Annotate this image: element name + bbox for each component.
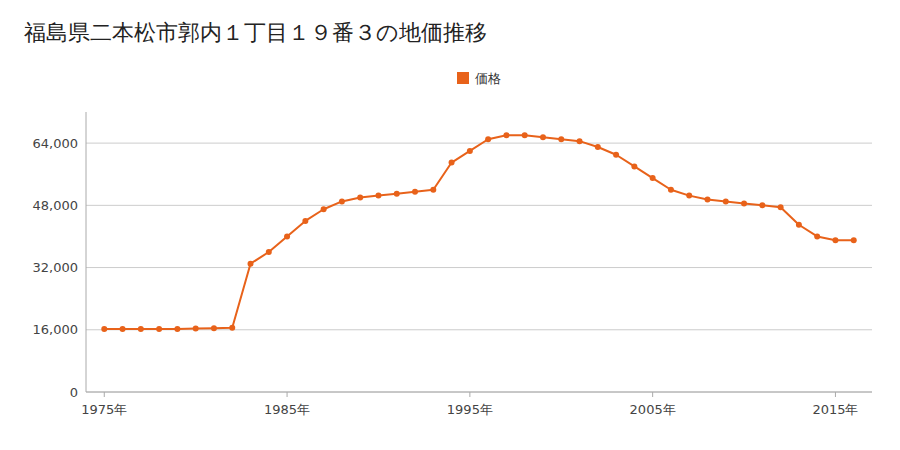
- y-tick-label: 48,000: [33, 198, 79, 213]
- y-tick-label: 16,000: [33, 322, 79, 337]
- marker: [248, 261, 254, 267]
- marker: [668, 187, 674, 193]
- marker: [211, 325, 217, 331]
- marker: [686, 193, 692, 199]
- x-tick: [469, 392, 470, 397]
- marker: [522, 132, 528, 138]
- marker: [101, 326, 107, 332]
- marker: [321, 206, 327, 212]
- plot-area: [101, 132, 856, 332]
- grid-line: [86, 143, 872, 144]
- marker: [832, 237, 838, 243]
- grid-line: [86, 267, 872, 268]
- marker: [193, 326, 199, 332]
- y-tick-label: 64,000: [33, 136, 79, 151]
- marker: [449, 160, 455, 166]
- marker: [723, 198, 729, 204]
- marker: [339, 198, 345, 204]
- title: 福島県二本松市郭内１丁目１９番３の地価推移: [24, 20, 487, 45]
- marker: [704, 197, 710, 203]
- chart: 福島県二本松市郭内１丁目１９番３の地価推移価格 0 16,000 32,000 48,0…: [0, 0, 900, 450]
- line: [104, 135, 853, 329]
- marker: [741, 200, 747, 206]
- marker: [796, 222, 802, 228]
- x-axis: 1975年 1985年 1995年 2005年 2015年: [81, 392, 872, 417]
- marker: [120, 326, 126, 332]
- marker: [631, 163, 637, 169]
- legend: 価格: [457, 71, 501, 86]
- marker: [284, 233, 290, 239]
- marker: [138, 326, 144, 332]
- x-tick-label: 2005年: [630, 402, 676, 417]
- marker: [156, 326, 162, 332]
- marker: [577, 138, 583, 144]
- marker: [814, 233, 820, 239]
- marker: [467, 148, 473, 154]
- legend-swatch: [457, 72, 469, 84]
- marker: [595, 144, 601, 150]
- y-axis: 0 16,000 32,000 48,000 64,000: [33, 112, 87, 400]
- marker: [540, 134, 546, 140]
- x-tick-label: 1975年: [81, 402, 127, 417]
- marker: [302, 218, 308, 224]
- x-tick-label: 1985年: [264, 402, 310, 417]
- marker: [412, 189, 418, 195]
- marker: [778, 204, 784, 210]
- marker: [613, 152, 619, 158]
- marker: [650, 175, 656, 181]
- marker: [558, 136, 564, 142]
- y-grid: [86, 143, 872, 392]
- marker: [375, 193, 381, 199]
- marker: [229, 325, 235, 331]
- marker: [503, 132, 509, 138]
- y-tick-label: 32,000: [33, 260, 79, 275]
- marker: [174, 326, 180, 332]
- x-tick: [287, 392, 288, 397]
- x-tick: [104, 392, 105, 397]
- y-axis-line: [86, 112, 87, 392]
- legend-label: 価格: [475, 71, 501, 86]
- x-axis-line: [86, 392, 872, 393]
- y-tick-label: 0: [70, 385, 78, 400]
- marker: [430, 187, 436, 193]
- marker: [266, 249, 272, 255]
- marker: [759, 202, 765, 208]
- marker: [357, 195, 363, 201]
- x-tick: [652, 392, 653, 397]
- grid-line: [86, 392, 872, 393]
- marker: [394, 191, 400, 197]
- x-tick-label: 1995年: [447, 402, 493, 417]
- marker: [485, 136, 491, 142]
- x-tick-label: 2015年: [812, 402, 858, 417]
- x-tick: [835, 392, 836, 397]
- marker: [851, 237, 857, 243]
- legend-item: 価格: [457, 71, 501, 86]
